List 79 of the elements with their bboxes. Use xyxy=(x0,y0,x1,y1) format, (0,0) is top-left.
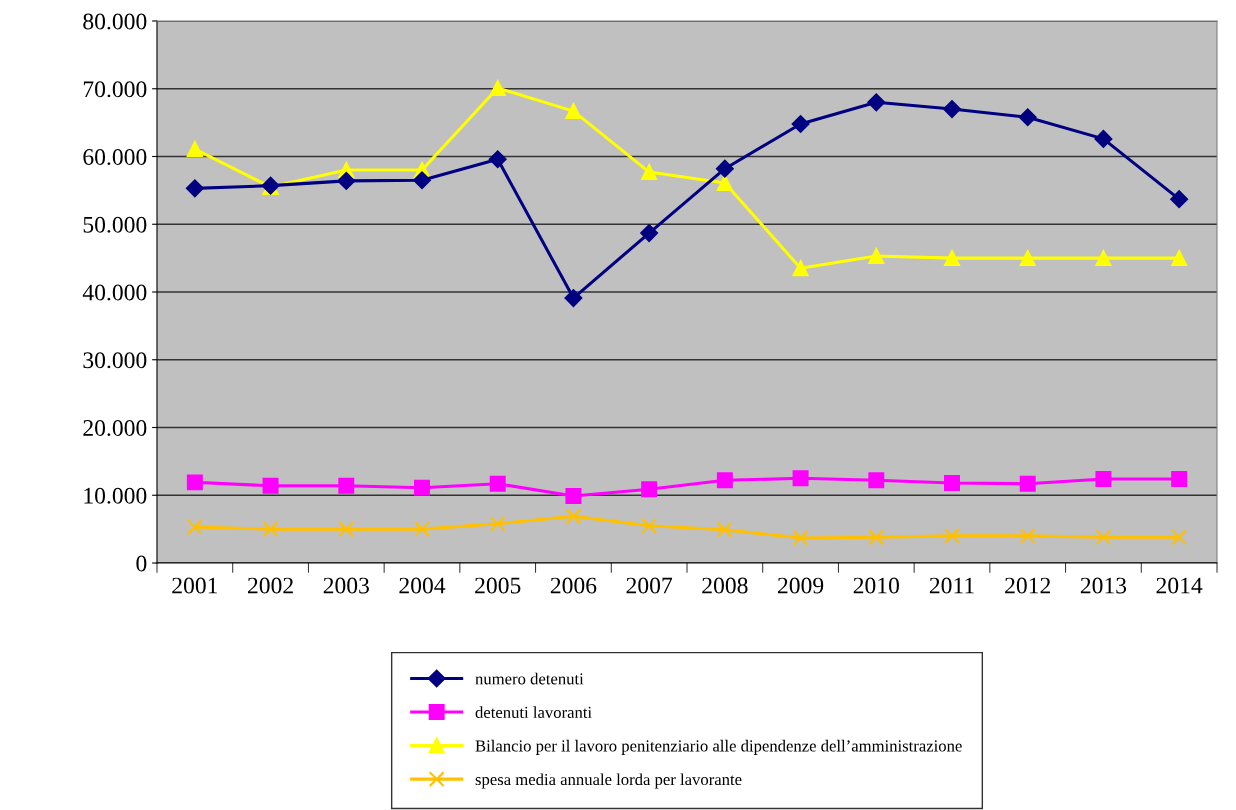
point xyxy=(1018,108,1037,127)
point xyxy=(944,475,960,492)
x-tick-label: 2001 xyxy=(172,577,218,594)
point xyxy=(1019,527,1036,544)
point xyxy=(1095,250,1112,267)
y-tick-label: 10.000 xyxy=(84,487,147,504)
point xyxy=(186,474,203,491)
point xyxy=(868,472,885,489)
x-tick-label: 2005 xyxy=(475,577,521,594)
point xyxy=(641,164,658,181)
point xyxy=(565,487,582,504)
point xyxy=(186,519,203,536)
point xyxy=(716,472,733,489)
point xyxy=(944,250,960,267)
point xyxy=(262,477,279,494)
x-tick-label: 2010 xyxy=(853,577,899,594)
point xyxy=(1094,129,1113,148)
point xyxy=(1171,471,1188,487)
point xyxy=(262,521,279,538)
y-tick-label: 50.000 xyxy=(83,216,147,233)
legend-label: detenuti lavoranti xyxy=(475,706,592,719)
x-tick-label: 2013 xyxy=(1080,577,1127,594)
x-tick-label: 2006 xyxy=(550,577,597,594)
x-tick-label: 2014 xyxy=(1156,577,1203,594)
y-tick-label: 70.000 xyxy=(83,81,147,98)
point xyxy=(338,477,355,494)
point xyxy=(565,103,582,120)
point xyxy=(716,521,733,538)
point xyxy=(564,289,583,307)
point xyxy=(792,470,809,487)
point xyxy=(338,521,355,538)
point xyxy=(867,93,886,112)
legend-label: Bilancio per il lavoro penitenziario alle dipendenze dell’amministrazione xyxy=(475,739,962,755)
x-tick-label: 2009 xyxy=(778,577,824,594)
point xyxy=(488,150,507,169)
point xyxy=(565,508,582,525)
point xyxy=(489,475,506,492)
point xyxy=(1171,250,1188,267)
point xyxy=(640,224,659,242)
point xyxy=(1019,475,1036,492)
y-tick-label: 20.000 xyxy=(83,419,147,437)
point xyxy=(413,171,431,190)
point xyxy=(1095,529,1112,546)
y-tick-label: 40.000 xyxy=(82,284,147,301)
y-tick-label: 30.000 xyxy=(83,352,147,369)
point xyxy=(641,481,658,498)
point xyxy=(186,141,203,158)
point xyxy=(414,521,430,538)
point xyxy=(641,517,658,534)
point xyxy=(868,529,885,546)
point xyxy=(1019,250,1036,267)
point xyxy=(1171,529,1188,546)
legend-label: numero detenuti xyxy=(475,672,584,685)
y-tick-label: 80.000 xyxy=(83,13,147,30)
legend-label: spesa media annuale lorda per lavorante xyxy=(475,773,742,789)
point xyxy=(337,171,356,190)
point xyxy=(185,179,204,198)
x-tick-label: 2012 xyxy=(1005,577,1051,594)
point xyxy=(791,115,810,133)
point xyxy=(715,159,734,178)
y-tick-label: 60.000 xyxy=(83,148,147,166)
x-tick-label: 2011 xyxy=(929,577,974,594)
point xyxy=(1170,190,1189,209)
x-tick-label: 2003 xyxy=(323,577,369,594)
point xyxy=(943,100,961,118)
point xyxy=(792,260,809,277)
x-tick-label: 2008 xyxy=(702,577,748,594)
point xyxy=(1095,471,1112,487)
x-tick-label: 2002 xyxy=(248,577,293,594)
point xyxy=(716,174,733,191)
y-tick-label: 0 xyxy=(136,555,147,572)
x-tick-label: 2007 xyxy=(626,577,673,594)
point xyxy=(414,479,430,496)
point xyxy=(868,248,885,265)
point xyxy=(944,527,960,544)
point xyxy=(489,80,506,97)
point xyxy=(489,515,506,532)
point xyxy=(792,529,809,546)
x-tick-label: 2004 xyxy=(399,577,446,594)
